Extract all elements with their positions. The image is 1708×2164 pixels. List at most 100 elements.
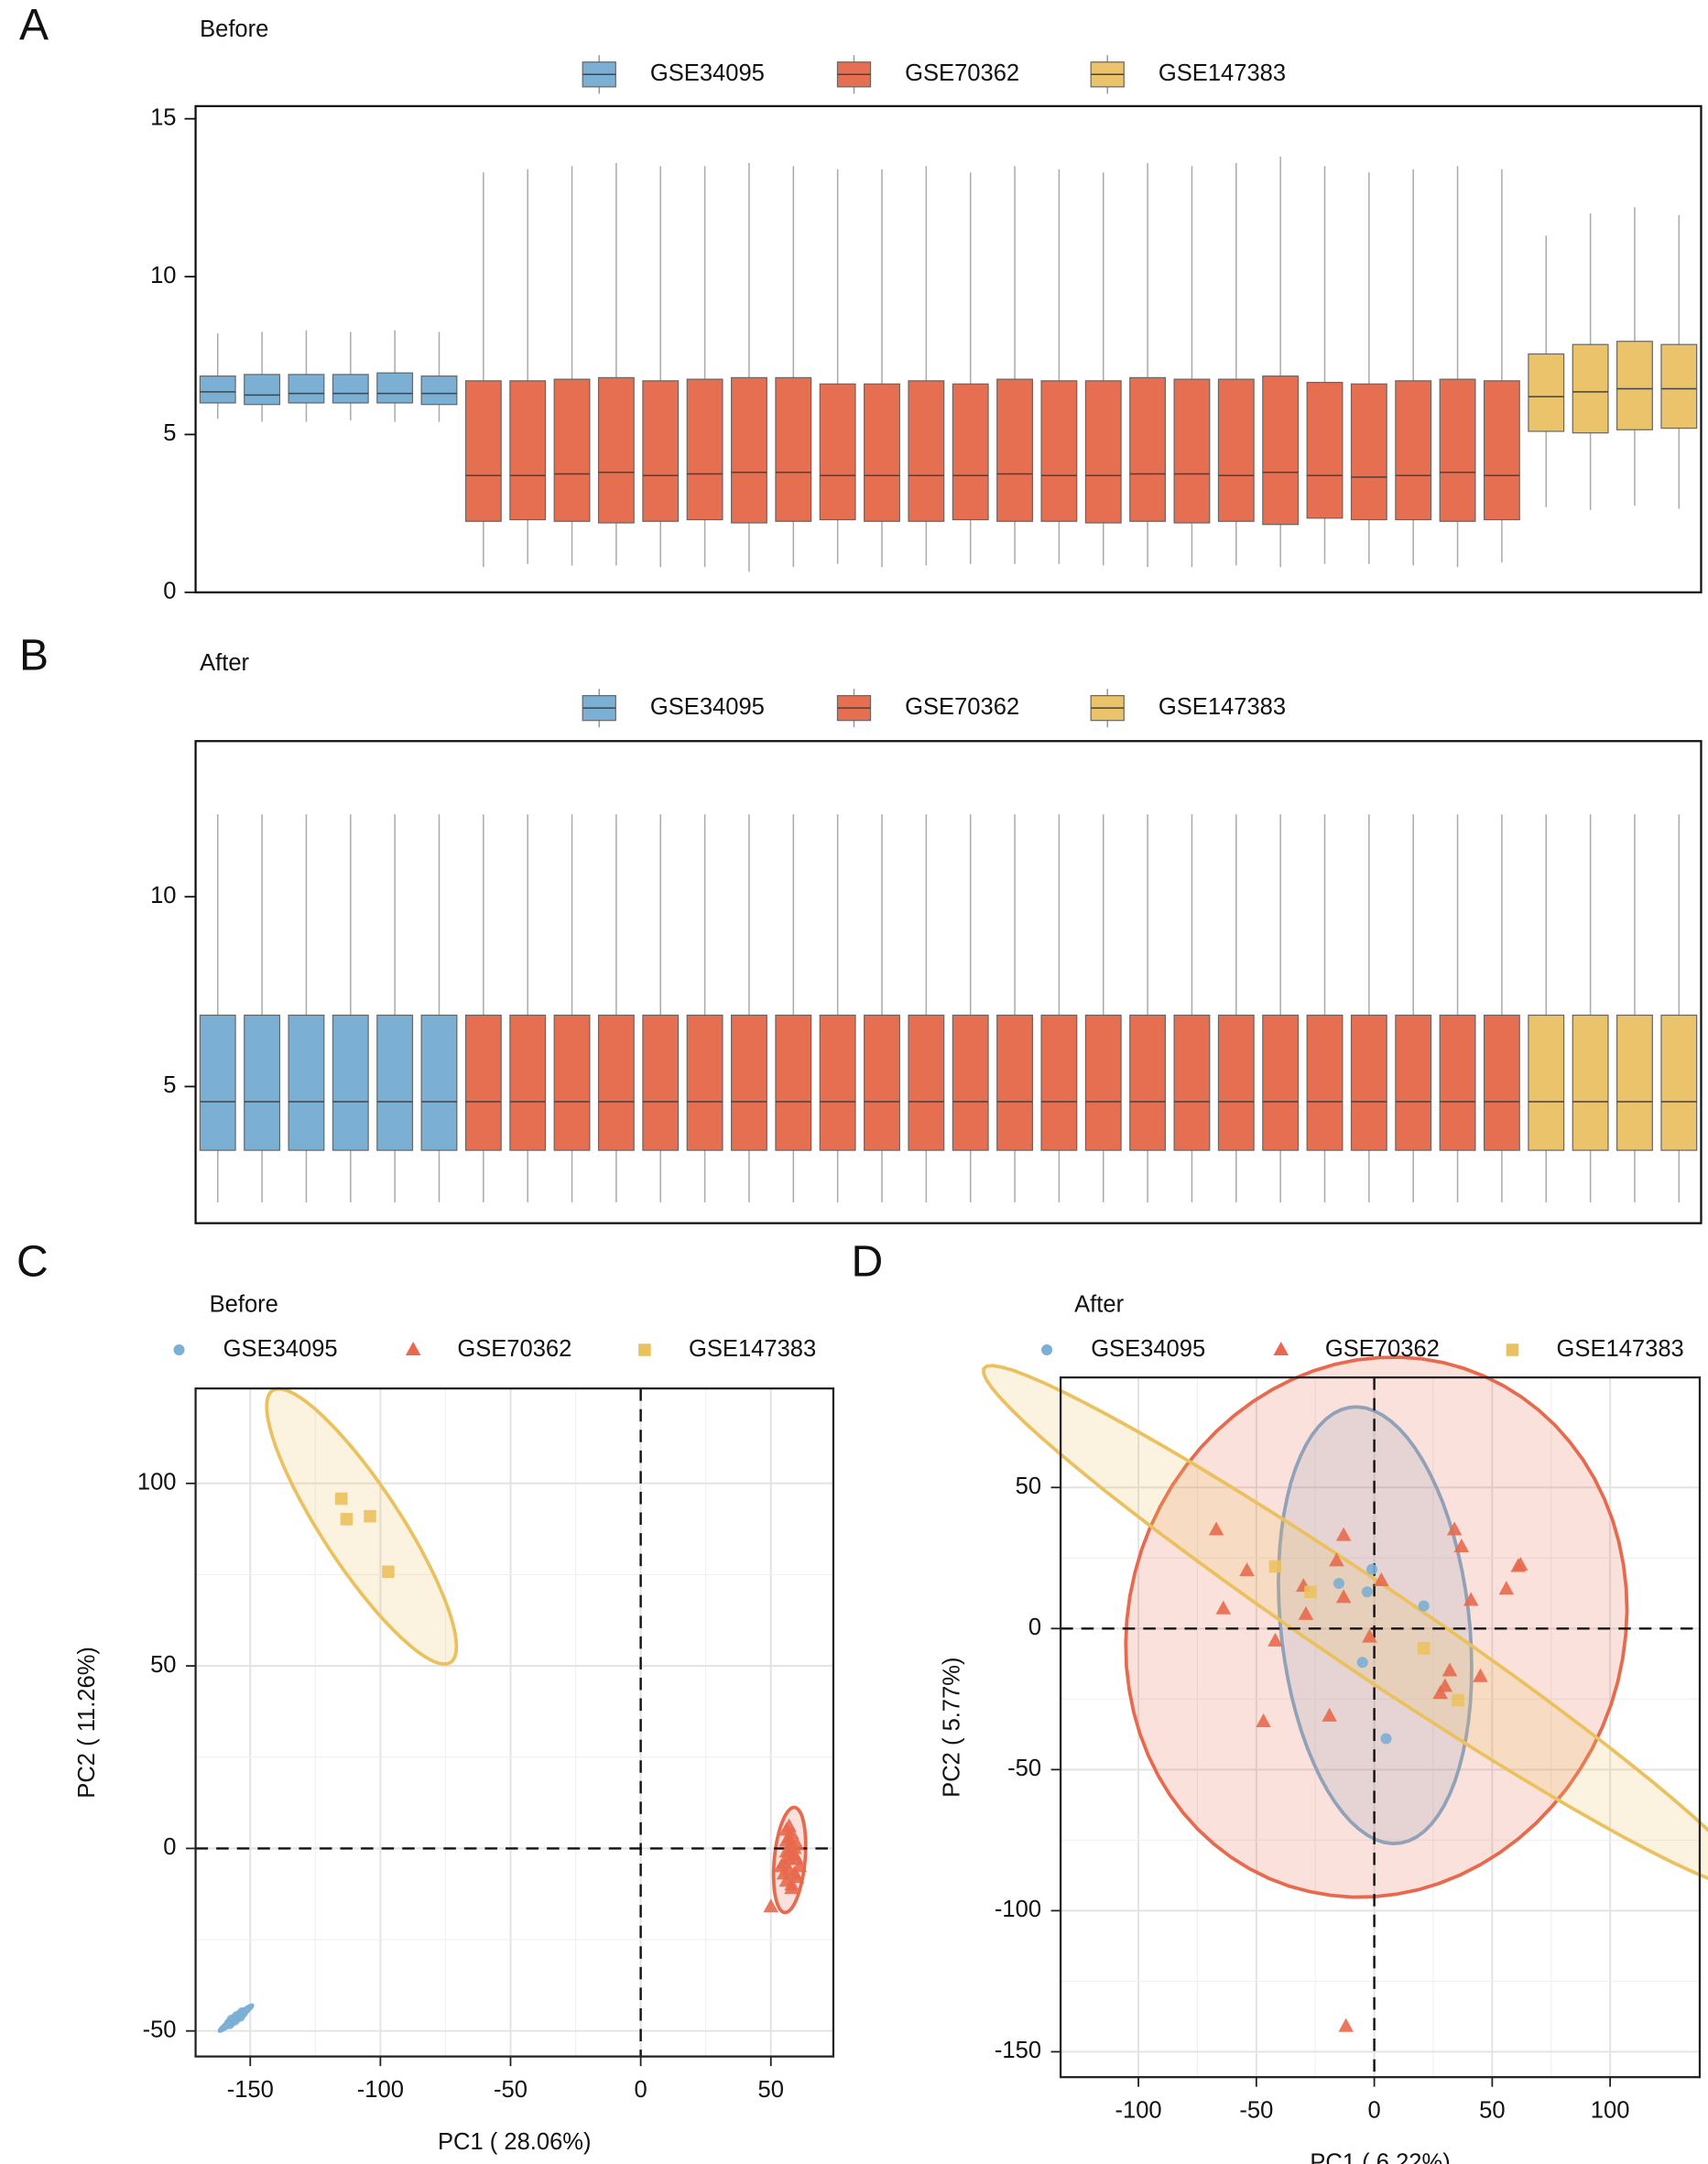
box — [288, 374, 325, 404]
box — [996, 378, 1033, 522]
box — [686, 1014, 723, 1151]
y-tick-label: 5 — [163, 420, 176, 446]
box — [686, 378, 723, 521]
legend-label: GSE147383 — [1557, 1336, 1684, 1362]
box — [553, 1014, 591, 1151]
box — [509, 1014, 547, 1151]
legend-marker — [638, 1343, 651, 1356]
box — [464, 1014, 502, 1151]
point — [1361, 1586, 1373, 1598]
y-tick-label: -50 — [1007, 1756, 1041, 1781]
legend-marker — [1041, 1344, 1053, 1356]
box — [642, 1014, 680, 1151]
point — [1463, 1592, 1479, 1606]
box — [420, 375, 458, 406]
box — [1439, 378, 1476, 522]
point — [340, 1513, 354, 1526]
point — [1333, 1578, 1344, 1590]
legend-label: GSE70362 — [457, 1336, 571, 1362]
point — [1304, 1585, 1317, 1599]
point — [1335, 1589, 1352, 1604]
y-tick-label: 10 — [150, 263, 176, 288]
x-tick-label: 0 — [634, 2077, 647, 2103]
point — [1380, 1733, 1392, 1745]
box — [288, 1014, 325, 1151]
y-tick-label: -150 — [995, 2038, 1041, 2063]
box — [1262, 1014, 1300, 1151]
box — [1350, 383, 1387, 521]
point — [1441, 1662, 1458, 1677]
legend-marker — [1273, 1342, 1289, 1356]
box — [908, 1014, 945, 1151]
point — [1267, 1632, 1283, 1647]
point — [1256, 1713, 1271, 1727]
box — [1217, 378, 1255, 522]
point — [781, 1818, 797, 1832]
box — [332, 1014, 369, 1151]
confidence-ellipse — [1124, 1355, 1629, 1899]
point — [1356, 1657, 1368, 1669]
box — [952, 383, 989, 521]
legend-label: GSE34095 — [650, 694, 765, 720]
confidence-ellipse — [265, 1386, 459, 1666]
legend-label: GSE70362 — [905, 60, 1019, 86]
x-tick-label: 100 — [1591, 2098, 1630, 2124]
y-tick-label: -100 — [995, 1897, 1041, 1922]
box — [952, 1014, 989, 1151]
point — [1417, 1642, 1431, 1655]
box — [244, 374, 281, 406]
y-tick-label: 50 — [1016, 1473, 1041, 1499]
box — [1660, 1014, 1698, 1151]
box — [1483, 380, 1520, 521]
box — [819, 1014, 856, 1151]
point — [364, 1509, 376, 1523]
confidence-ellipse — [982, 1364, 1708, 1880]
chart-title: After — [200, 650, 249, 676]
box — [1173, 378, 1211, 524]
confidence-ellipse — [1277, 1405, 1474, 1845]
chart-title: After — [1074, 1292, 1124, 1318]
plot-frame — [194, 104, 1703, 593]
box — [1350, 1014, 1387, 1151]
box — [775, 1014, 812, 1151]
box — [1572, 343, 1609, 434]
legend-label: GSE34095 — [1091, 1336, 1205, 1362]
box — [731, 1014, 767, 1151]
panel-label: C — [16, 1237, 49, 1287]
point — [1329, 1552, 1344, 1567]
box — [1572, 1014, 1609, 1151]
point — [763, 1898, 778, 1913]
box — [1084, 1014, 1122, 1151]
y-axis-title: PC2 ( 11.26%) — [74, 1647, 100, 1799]
y-tick-label: 100 — [137, 1470, 177, 1495]
box — [376, 372, 414, 404]
box — [553, 378, 591, 522]
legend-label: GSE34095 — [223, 1336, 338, 1362]
box — [332, 374, 369, 404]
x-tick-label: -100 — [357, 2077, 404, 2103]
point — [778, 1832, 795, 1847]
y-tick-label: 5 — [163, 1072, 176, 1098]
y-tick-label: 0 — [163, 579, 176, 604]
box — [1616, 1014, 1653, 1151]
point — [1362, 1628, 1377, 1643]
panel-label: A — [19, 0, 49, 49]
point — [784, 1880, 800, 1895]
point — [787, 1865, 802, 1880]
plot-frame — [194, 740, 1703, 1224]
point — [1473, 1668, 1488, 1682]
point — [1498, 1581, 1515, 1595]
box — [199, 1014, 236, 1151]
box — [1040, 380, 1078, 522]
box — [1173, 1014, 1211, 1151]
point — [1512, 1556, 1528, 1571]
point — [1446, 1521, 1463, 1536]
x-tick-label: -50 — [1239, 2098, 1273, 2124]
x-tick-label: 0 — [1367, 2098, 1380, 2124]
point — [1418, 1600, 1430, 1612]
legend-label: GSE147383 — [1159, 60, 1286, 86]
box — [1660, 343, 1698, 430]
box — [597, 1014, 635, 1151]
box — [775, 376, 812, 522]
x-tick-label: 50 — [1479, 2098, 1505, 2124]
